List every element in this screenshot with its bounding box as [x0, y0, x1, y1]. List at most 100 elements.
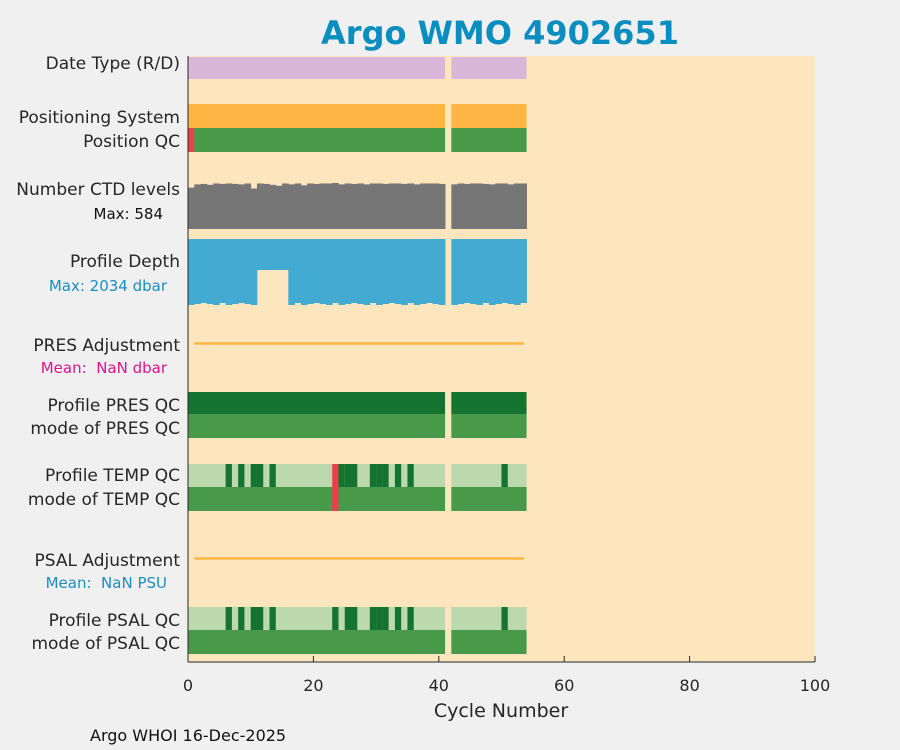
ctd-levels-bar-cycle-22	[319, 183, 327, 229]
profile-depth-bar-cycle-37	[413, 239, 421, 305]
row-label-profile-depth: Profile Depth	[70, 252, 180, 272]
profile-pres-qc-bar-segment-2	[451, 392, 527, 414]
profile-psal-qc-dark-cycle-12	[256, 607, 264, 630]
profile-depth-bar-cycle-15	[275, 239, 283, 271]
profile-depth-bar-cycle-36	[407, 239, 415, 303]
profile-psal-qc-dark-cycle-24	[332, 607, 339, 630]
row-label-profile-psal-qc: Profile PSAL QC	[49, 611, 180, 631]
ctd-levels-bar-cycle-31	[376, 183, 383, 229]
ctd-levels-bar-cycle-8	[231, 183, 239, 229]
profile-psal-qc-dark-cycle-30	[369, 607, 377, 630]
profile-depth-bar-cycle-22	[319, 239, 327, 304]
profile-psal-qc-dark-cycle-32	[382, 607, 389, 630]
profile-depth-bar-cycle-1	[188, 239, 195, 305]
ctd-levels-bar-cycle-28	[357, 183, 364, 229]
ctd-levels-bar-cycle-23	[325, 183, 333, 229]
profile-depth-bar-cycle-41	[438, 239, 446, 305]
ctd-levels-bar-cycle-47	[476, 183, 484, 229]
footer-credit: Argo WHOI 16-Dec-2025	[90, 726, 286, 745]
positioning-system-bar-segment-2	[451, 104, 527, 128]
profile-depth-bar-cycle-4	[206, 239, 214, 304]
ctd-levels-bar-cycle-52	[507, 184, 515, 229]
profile-depth-bar-cycle-31	[376, 239, 383, 305]
chart-marks	[188, 57, 527, 654]
profile-temp-qc-dark-cycle-31	[376, 464, 383, 487]
mode-pres-qc-bar-segment-1	[188, 414, 446, 438]
profile-depth-bar-cycle-12	[256, 239, 264, 271]
ctd-levels-bar-cycle-49	[488, 184, 496, 229]
ctd-levels-bar-cycle-5	[213, 183, 220, 229]
profile-depth-bar-cycle-7	[225, 239, 233, 305]
ctd-levels-bar-cycle-38	[419, 183, 427, 229]
profile-psal-qc-dark-cycle-11	[250, 607, 257, 630]
ctd-levels-bar-cycle-3	[200, 183, 208, 229]
profile-depth-bar-cycle-28	[357, 239, 364, 304]
row-label-profile-pres-qc: Profile PRES QC	[47, 396, 180, 416]
profile-depth-bar-cycle-23	[325, 239, 333, 305]
ctd-levels-bar-cycle-13	[263, 183, 270, 229]
ctd-levels-bar-cycle-9	[238, 184, 245, 229]
mode-temp-qc-bar-segment-2	[451, 487, 527, 511]
x-axis-ticks: 0 20 40 60 80 100	[183, 656, 830, 695]
profile-psal-qc-dark-cycle-14	[269, 607, 276, 630]
profile-temp-qc-dark-cycle-11	[250, 464, 257, 487]
ctd-levels-bar-cycle-11	[250, 188, 258, 229]
row-label-mode-psal-qc: mode of PSAL QC	[31, 634, 180, 654]
position-qc-bad-cycle-1	[188, 128, 195, 152]
ctd-levels-bar-cycle-14	[269, 184, 277, 229]
profile-depth-bar-cycle-53	[514, 239, 521, 305]
mode-psal-qc-bar-segment-1	[188, 630, 446, 654]
ctd-levels-bar-cycle-36	[407, 183, 415, 229]
ctd-levels-bar-cycle-21	[313, 183, 321, 229]
profile-psal-qc-bar-segment-2	[451, 607, 527, 630]
profile-depth-bar-cycle-38	[419, 239, 427, 304]
profile-depth-bar-cycle-21	[313, 239, 321, 303]
positioning-system-bar-segment-1	[188, 104, 446, 128]
profile-depth-bar-cycle-5	[213, 239, 220, 305]
profile-depth-bar-cycle-52	[507, 239, 515, 304]
ctd-levels-bar-cycle-33	[388, 183, 396, 229]
profile-temp-qc-dark-cycle-9	[238, 464, 245, 487]
profile-psal-qc-dark-cycle-31	[376, 607, 383, 630]
profile-depth-bar-cycle-44	[457, 239, 465, 304]
ctd-levels-bar-cycle-27	[351, 183, 358, 229]
x-axis-label: Cycle Number	[434, 700, 568, 722]
profile-depth-bar-cycle-49	[488, 239, 496, 305]
mode-temp-qc-bar-segment-1	[188, 487, 446, 511]
profile-depth-max: Max: 2034 dbar	[49, 277, 168, 295]
profile-depth-bar-cycle-32	[382, 239, 390, 304]
ctd-levels-bar-cycle-53	[514, 183, 521, 229]
x-tick-label-20: 20	[303, 676, 323, 695]
profile-depth-bar-cycle-8	[231, 239, 239, 304]
profile-psal-qc-dark-cycle-26	[344, 607, 352, 630]
ctd-levels-bar-cycle-46	[470, 183, 477, 229]
ctd-levels-bar-cycle-6	[219, 183, 227, 229]
profile-depth-bar-cycle-17	[288, 239, 295, 305]
mode-psal-qc-bar-segment-2	[451, 630, 527, 654]
ctd-levels-bar-cycle-10	[244, 183, 252, 229]
ctd-levels-bar-cycle-30	[369, 183, 377, 229]
date-type-bar-segment-2	[451, 57, 527, 79]
mode-temp-qc-bad-cycle-24	[332, 487, 339, 511]
row-label-position-qc: Position QC	[83, 132, 180, 152]
profile-depth-bar-cycle-29	[363, 239, 371, 305]
x-tick-label-0: 0	[183, 676, 193, 695]
ctd-levels-bar-cycle-7	[225, 183, 233, 229]
psal-adjustment-mean: Mean: NaN PSU	[46, 574, 167, 592]
x-tick-label-100: 100	[800, 676, 831, 695]
profile-depth-bar-cycle-51	[501, 239, 509, 303]
ctd-levels-bar-cycle-12	[256, 183, 264, 229]
profile-temp-qc-dark-cycle-51	[501, 464, 508, 487]
profile-depth-bar-cycle-43	[451, 239, 459, 305]
ctd-levels-bar-cycle-25	[338, 184, 346, 229]
profile-depth-bar-cycle-11	[250, 239, 258, 305]
ctd-levels-bar-cycle-43	[451, 184, 459, 229]
ctd-levels-bar-cycle-32	[382, 183, 390, 229]
profile-depth-bar-cycle-39	[426, 239, 433, 303]
profile-depth-bar-cycle-33	[388, 239, 396, 303]
ctd-levels-bar-cycle-45	[463, 183, 471, 229]
ctd-levels-bar-cycle-1	[188, 187, 195, 229]
profile-temp-qc-dark-cycle-7	[225, 464, 232, 487]
ctd-levels-bar-cycle-40	[432, 183, 440, 229]
